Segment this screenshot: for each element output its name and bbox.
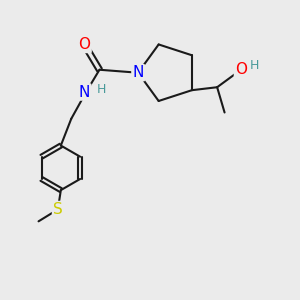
Text: N: N [132, 65, 144, 80]
Text: O: O [235, 62, 247, 77]
Text: H: H [96, 83, 106, 96]
Text: H: H [250, 59, 260, 72]
Text: O: O [79, 37, 91, 52]
Text: N: N [79, 85, 90, 100]
Text: S: S [53, 202, 63, 217]
